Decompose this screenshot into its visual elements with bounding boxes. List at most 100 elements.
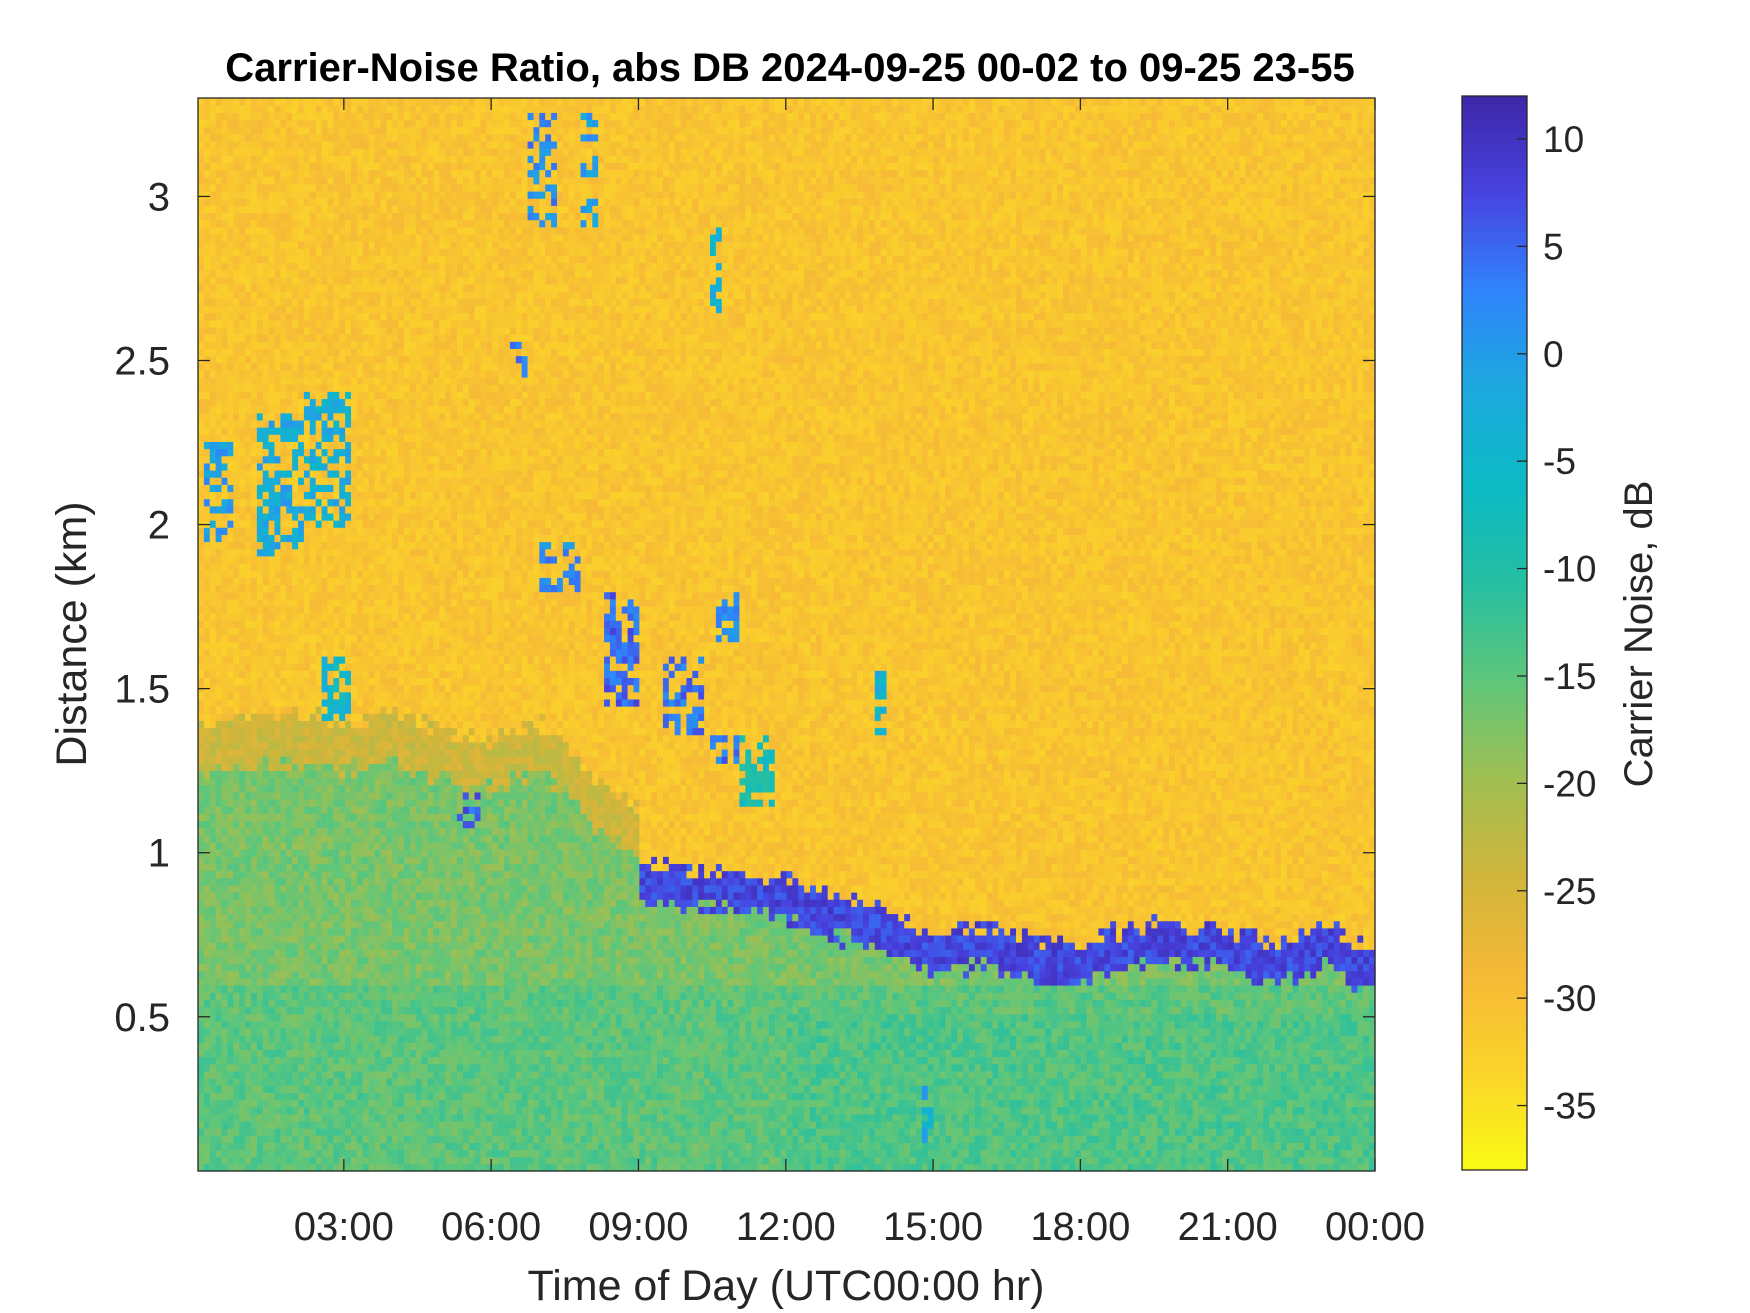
heatmap-cell [851,1113,858,1122]
heatmap-cell [286,1085,293,1093]
heatmap-cell [292,1128,299,1136]
heatmap-cell [1310,1013,1317,1022]
heatmap-cell [1216,1035,1223,1043]
heatmap-cell [1298,1106,1305,1115]
heatmap-cell [768,1163,776,1172]
heatmap-cell [468,1128,476,1136]
heatmap-cell [1092,1078,1099,1086]
heatmap-cell [598,1035,605,1043]
heatmap-cell [986,1027,994,1036]
heatmap-cell [627,1120,635,1129]
heatmap-cell [1068,1035,1076,1043]
heatmap-cell [1121,1070,1129,1079]
heatmap-cell [815,1113,823,1122]
heatmap-cell [910,1135,917,1143]
heatmap-cell [462,1056,470,1065]
heatmap-cell [968,1135,976,1143]
heatmap-cell [1227,1156,1235,1165]
heatmap-cell [1269,1156,1276,1165]
heatmap-cell [786,1042,793,1050]
heatmap-cell [668,1042,676,1050]
heatmap-cell [421,1020,429,1029]
heatmap-cell [1251,1092,1258,1101]
heatmap-cell [1145,1056,1152,1065]
heatmap-cell [492,1035,499,1043]
heatmap-cell [833,1056,841,1065]
heatmap-cell [551,992,558,1000]
heatmap-cell [774,1006,782,1015]
heatmap-cell [309,999,317,1008]
heatmap-cell [915,1142,923,1151]
heatmap-cell [1274,1027,1282,1036]
heatmap-cell [1080,1070,1088,1079]
heatmap-cell [568,1163,576,1172]
heatmap-cell [268,1049,276,1058]
heatmap-cell [710,1135,717,1143]
heatmap-cell [645,992,652,1000]
heatmap-cell [662,992,670,1000]
heatmap-cell [1274,1163,1282,1172]
heatmap-cell [715,1135,723,1143]
heatmap-cell [392,1063,399,1072]
heatmap-cell [451,1092,458,1101]
heatmap-cell [1104,992,1111,1000]
heatmap-cell [1133,1135,1141,1143]
heatmap-cell [1292,1056,1300,1065]
heatmap-cell [645,1163,652,1172]
heatmap-cell [1068,1142,1076,1151]
heatmap-cell [198,1042,205,1050]
heatmap-cell [445,1085,452,1093]
heatmap-cell [486,1063,493,1072]
heatmap-cell [633,1142,640,1151]
heatmap-cell [239,1085,246,1093]
heatmap-cell [1174,1099,1182,1108]
heatmap-cell [415,1106,423,1115]
heatmap-cell [368,1006,376,1015]
heatmap-cell [739,1006,746,1015]
heatmap-cell [945,1049,952,1058]
heatmap-cell [710,1092,717,1101]
heatmap-cell [1339,1128,1347,1136]
heatmap-cell [551,999,558,1008]
heatmap-cell [580,1056,587,1065]
heatmap-cell [868,1070,876,1079]
heatmap-cell [892,1163,899,1172]
heatmap-cell [521,1049,529,1058]
heatmap-cell [227,1092,234,1101]
heatmap-cell [1045,1013,1052,1022]
heatmap-cell [892,1027,899,1036]
heatmap-cell [662,999,670,1008]
heatmap-cell [963,1120,970,1129]
heatmap-cell [774,1027,782,1036]
heatmap-cell [586,1135,593,1143]
heatmap-cell [1351,1128,1358,1136]
heatmap-cell [945,1035,952,1043]
heatmap-cell [839,1013,846,1022]
heatmap-cell [710,1149,717,1158]
heatmap-cell [492,1156,499,1165]
heatmap-cell [480,1135,487,1143]
heatmap-cell [1345,1035,1353,1043]
heatmap-cell [562,1120,570,1129]
heatmap-cell [715,1149,723,1158]
heatmap-cell [721,1085,729,1093]
heatmap-cell [1298,1092,1305,1101]
heatmap-cell [568,1035,576,1043]
heatmap-cell [515,992,523,1000]
heatmap-cell [245,1020,252,1029]
heatmap-cell [662,1035,670,1043]
heatmap-cell [851,1070,858,1079]
heatmap-cell [286,1013,293,1022]
heatmap-cell [1257,1006,1264,1015]
heatmap-cell [968,1006,976,1015]
heatmap-cell [580,1128,587,1136]
heatmap-cell [203,1092,211,1101]
heatmap-cell [1021,1042,1029,1050]
heatmap-cell [527,1128,535,1136]
heatmap-cell [1192,1135,1200,1143]
heatmap-cell [939,1142,946,1151]
heatmap-cell [203,1106,211,1115]
heatmap-cell [456,1106,464,1115]
heatmap-cell [521,1156,529,1165]
heatmap-cell [839,992,846,1000]
